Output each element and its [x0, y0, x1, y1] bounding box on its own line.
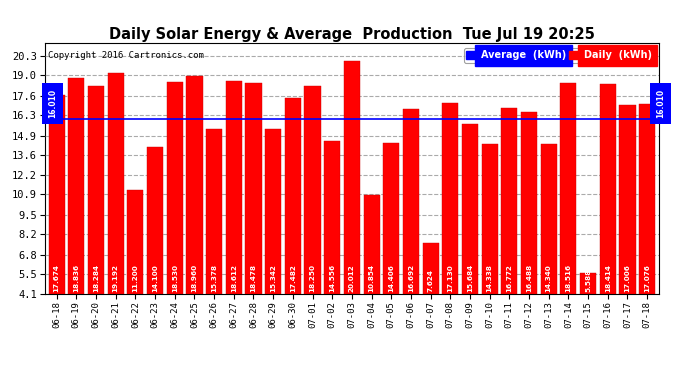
- Text: 18.284: 18.284: [93, 264, 99, 292]
- Text: 20.012: 20.012: [349, 264, 355, 292]
- Bar: [442, 103, 458, 294]
- Text: 11.200: 11.200: [132, 264, 139, 292]
- Bar: [521, 112, 537, 294]
- Text: 14.406: 14.406: [388, 264, 394, 292]
- Bar: [462, 124, 478, 294]
- Text: 14.338: 14.338: [486, 264, 493, 292]
- Text: 18.414: 18.414: [604, 264, 611, 292]
- Bar: [600, 84, 616, 294]
- Text: 17.130: 17.130: [447, 264, 453, 292]
- Bar: [580, 273, 596, 294]
- Bar: [383, 143, 400, 294]
- Bar: [344, 61, 360, 294]
- Bar: [246, 83, 262, 294]
- Text: 17.674: 17.674: [54, 264, 59, 292]
- Text: 18.478: 18.478: [250, 264, 257, 292]
- Text: 18.516: 18.516: [565, 264, 571, 292]
- Bar: [265, 129, 282, 294]
- Text: 17.006: 17.006: [624, 264, 631, 292]
- Bar: [167, 82, 183, 294]
- Text: 16.488: 16.488: [526, 264, 532, 292]
- Bar: [502, 108, 518, 294]
- Bar: [48, 95, 65, 294]
- Bar: [403, 110, 419, 294]
- Bar: [88, 86, 104, 294]
- Bar: [482, 144, 497, 294]
- Text: 14.556: 14.556: [329, 264, 335, 292]
- Bar: [285, 98, 301, 294]
- Bar: [422, 243, 439, 294]
- Text: 17.482: 17.482: [290, 264, 296, 292]
- Text: 17.076: 17.076: [644, 264, 650, 292]
- Bar: [541, 144, 557, 294]
- Text: 15.378: 15.378: [211, 264, 217, 292]
- Text: 15.684: 15.684: [467, 264, 473, 292]
- Bar: [186, 76, 202, 294]
- Bar: [304, 87, 321, 294]
- Bar: [68, 78, 84, 294]
- Text: 19.192: 19.192: [112, 264, 119, 292]
- Bar: [206, 129, 222, 294]
- Bar: [620, 105, 635, 294]
- Text: 10.854: 10.854: [368, 264, 375, 292]
- Text: Copyright 2016 Cartronics.com: Copyright 2016 Cartronics.com: [48, 51, 204, 60]
- Text: 5.588: 5.588: [585, 269, 591, 292]
- Text: 18.530: 18.530: [172, 264, 178, 292]
- Text: 15.342: 15.342: [270, 264, 276, 292]
- Text: 18.612: 18.612: [230, 264, 237, 292]
- Text: 14.100: 14.100: [152, 264, 158, 292]
- Title: Daily Solar Energy & Average  Production  Tue Jul 19 20:25: Daily Solar Energy & Average Production …: [109, 27, 595, 42]
- Text: 14.340: 14.340: [546, 264, 552, 292]
- Text: 18.836: 18.836: [73, 264, 79, 292]
- Text: 16.010: 16.010: [48, 89, 57, 118]
- Bar: [560, 82, 576, 294]
- Text: 18.250: 18.250: [310, 264, 315, 292]
- Text: 16.010: 16.010: [656, 89, 665, 118]
- Bar: [226, 81, 242, 294]
- Bar: [639, 104, 656, 294]
- Bar: [108, 73, 124, 294]
- Text: 18.960: 18.960: [191, 264, 197, 292]
- Text: 16.772: 16.772: [506, 264, 513, 292]
- Bar: [128, 190, 144, 294]
- Legend: Average  (kWh), Daily  (kWh): Average (kWh), Daily (kWh): [464, 48, 654, 63]
- Text: 16.692: 16.692: [408, 264, 414, 292]
- Bar: [324, 141, 340, 294]
- Bar: [364, 195, 380, 294]
- Text: 7.624: 7.624: [428, 269, 433, 292]
- Bar: [147, 147, 163, 294]
